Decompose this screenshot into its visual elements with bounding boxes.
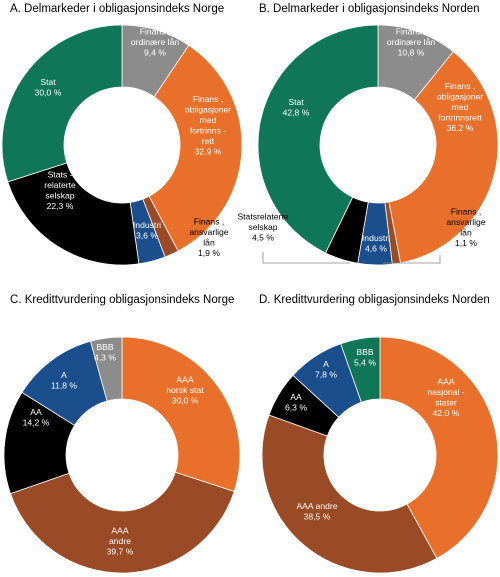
chart-d-slice-bbb [340, 336, 381, 403]
chart-c-label-aa: AA 14,2 % [23, 407, 50, 428]
chart-d-label-bbb: BBB 5,4 % [354, 347, 376, 368]
chart-a-label-finans-ansvarlige-lån: Finans , ansvarlige lån 1,9 % [189, 216, 228, 258]
chart-b-leader-line-1 [262, 252, 350, 264]
chart-b-slice-finans-obligasjoner-med-fortrinnsrett [388, 51, 499, 264]
chart-c-title: C. Kredittvurdering obligasjonsindeks No… [10, 294, 234, 306]
chart-d-label-aaa-andre: AAA andre 38,5 % [296, 501, 337, 522]
chart-a-title: A. Delmarkeder i obligasjonsindeks Norge [10, 3, 224, 15]
chart-c-donut: AAA norsk stat 30,0 % AAA andre 39,7 % AA 14,2 … [3, 336, 241, 574]
chart-c-label-bbb: BBB 4,3 % [94, 342, 116, 363]
chart-a-label-stat: Stat 30,0 % [35, 77, 62, 98]
chart-b-label-finans-ansvarlige-lån: Finans , ansvarlige lån 1,1 % [446, 206, 485, 248]
chart-a-donut: Finans , ordinære lån 9,4 % Finans , obligas… [1, 24, 243, 266]
chart-b-slice-stat [257, 24, 379, 254]
chart-d-label-aaa-nasjonalstater: AAA nasjonal -stater 42,0 % [427, 376, 464, 418]
chart-a-label-industri: Industri 3,6 % [133, 220, 161, 241]
chart-c-label-a: A 11,8 % [51, 370, 77, 391]
chart-b-donut: Finans , ordinære lån 10,8 %Finans , obliga… [237, 24, 499, 266]
chart-b-label-stat: Stat 42,8 % [283, 97, 310, 118]
chart-d-slice-aaa-nasjonalstater [379, 336, 499, 559]
leader-lines [262, 252, 441, 264]
chart-b-label-finans-obligasjoner-med-fortrinnsrett: Finans , obligasjoner med fortrinnsrett 36,2… [437, 81, 483, 133]
chart-c-slice-aaa-norsk-stat [121, 336, 241, 492]
chart-a-slice-statsrelaterte-selskap [7, 162, 140, 266]
chart-b-label-statsrelaterte-selskap: Statsrelaterte selskap 4,5 % [237, 212, 288, 243]
chart-c-label-aaa-norsk-stat: AAA norsk stat 30,0 % [166, 375, 204, 406]
chart-a-slice-finans-obligasjoner-med-fortrinnsrett [148, 44, 243, 252]
chart-b-leader-line-2 [383, 255, 441, 264]
chart-d-slice-aaa-andre [261, 414, 438, 574]
chart-b-label-finans-ordinære-lån: Finans , ordinære lån 10,8 % [387, 27, 435, 58]
chart-c-slice-aaa-andre [9, 471, 235, 574]
chart-d-label-a: A 7,8 % [315, 359, 337, 380]
chart-d-donut: AAA nasjonal -stater 42,0 % AAA andre 38,5 %… [261, 336, 499, 574]
chart-a-label-finans-obligasjoner-med-fortrinnsrett: Finans , obligasjoner med fortrinns -rett 32… [185, 94, 231, 157]
chart-c-label-aaa-andre: AAA andre 39,7 % [107, 526, 134, 557]
chart-b-label-industri: Industri 4,6 % [362, 233, 390, 254]
chart-d-label-aa: AA 6,3 % [285, 392, 307, 413]
chart-b-title: B. Delmarkeder i obligasjonsindeks Norde… [259, 3, 480, 15]
chart-a-label-statsrelaterte-selskap: Stats -relaterte selskap 22,3 % [44, 169, 76, 211]
chart-a-slice-stat [1, 24, 123, 183]
chart-a-label-finans-ordinære-lån: Finans , ordinære lån 9,4 % [131, 27, 179, 58]
chart-c-slice-bbb [90, 336, 123, 402]
chart-d-title: D. Kredittvurdering obligasjonsindeks No… [259, 294, 490, 306]
